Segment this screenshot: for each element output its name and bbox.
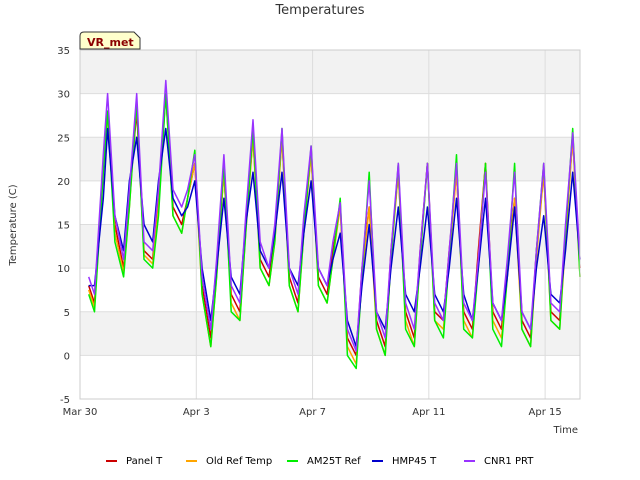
- legend-label: CNR1 PRT: [484, 456, 534, 467]
- y-tick-label: 10: [57, 264, 70, 275]
- y-tick-label: 5: [64, 308, 70, 319]
- x-tick-label: Apr 15: [529, 407, 562, 418]
- plot-band: [80, 93, 580, 138]
- x-tick-label: Apr 3: [183, 407, 210, 418]
- legend-label: HMP45 T: [392, 456, 437, 467]
- y-tick-label: 0: [64, 351, 70, 362]
- x-tick-label: Apr 11: [412, 407, 445, 418]
- plot-band: [80, 355, 580, 399]
- legend-label: Old Ref Temp: [206, 456, 272, 467]
- chart-title: Temperatures: [274, 3, 364, 18]
- x-tick-label: Mar 30: [63, 407, 98, 418]
- x-tick-label: Apr 7: [299, 407, 326, 418]
- legend: Panel T Old Ref Temp AM25T Ref HMP45 T CNR1 …: [106, 456, 534, 467]
- plot-band: [80, 311, 580, 356]
- plot-band: [80, 137, 580, 181]
- legend-label: AM25T Ref: [307, 456, 361, 467]
- plot-frame: [79, 49, 581, 400]
- series-lines: [87, 79, 581, 370]
- series-line-cnr1-prt: [87, 79, 581, 352]
- y-tick-label: 20: [57, 177, 70, 188]
- y-tick-label: 15: [57, 221, 70, 232]
- legend-label: Panel T: [126, 456, 163, 467]
- x-tick-labels: Mar 30 Apr 3 Apr 7 Apr 11 Apr 15: [63, 407, 562, 418]
- y-tick-label: -5: [60, 395, 70, 406]
- plot-band: [80, 50, 580, 94]
- annotation-label: VR_met: [87, 36, 134, 49]
- annotation-box: VR_met: [79, 31, 141, 50]
- plot-band: [80, 180, 580, 225]
- y-tick-label: 25: [57, 133, 70, 144]
- y-tick-labels: -5 0 5 10 15 20 25 30 35: [57, 46, 70, 406]
- y-tick-label: 30: [57, 90, 70, 101]
- x-axis-label: Time: [553, 425, 578, 436]
- y-tick-label: 35: [57, 46, 70, 57]
- y-axis-label: Temperature (C): [8, 184, 19, 266]
